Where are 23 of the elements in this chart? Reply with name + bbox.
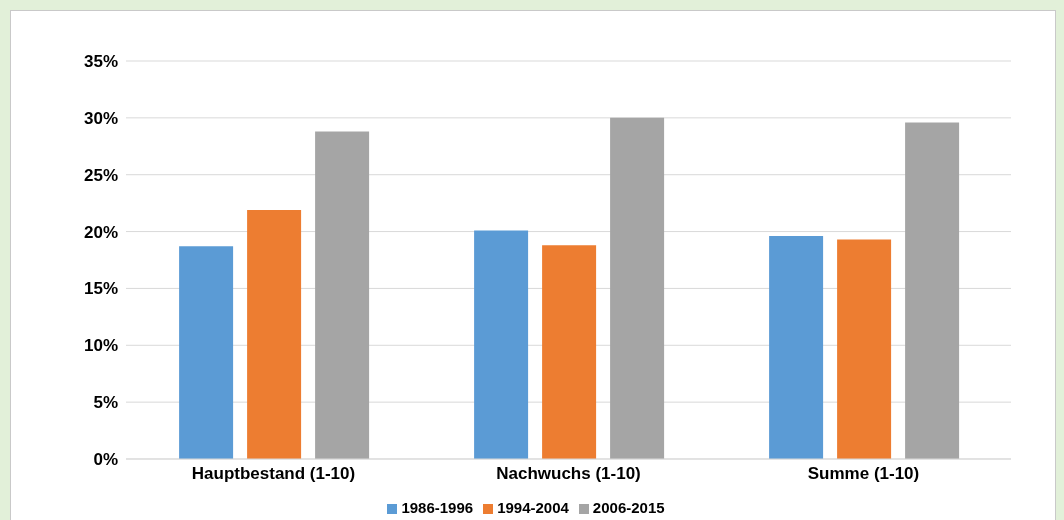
y-tick-label: 30% — [83, 108, 118, 128]
bar — [315, 131, 370, 459]
legend-label: 1986-1996 — [401, 499, 474, 516]
bar — [474, 230, 529, 459]
x-tick-label: Nachwuchs (1-10) — [496, 464, 641, 484]
legend-label: 1994-2004 — [497, 499, 569, 516]
bar — [769, 236, 824, 459]
bar — [179, 246, 234, 459]
y-tick-label: 15% — [83, 279, 118, 299]
bar — [905, 122, 960, 459]
y-tick-label: 20% — [83, 222, 118, 242]
x-tick-label: Hauptbestand (1-10) — [191, 464, 356, 484]
bar — [542, 245, 597, 459]
y-tick-label: 25% — [83, 165, 118, 185]
y-tick-label: 0% — [93, 450, 118, 470]
legend-label: 2006-2015 — [592, 499, 665, 516]
bar — [610, 117, 665, 459]
bar — [837, 239, 892, 459]
x-tick-label: Summe (1-10) — [807, 464, 920, 484]
bar — [247, 209, 302, 459]
y-tick-label: 5% — [93, 393, 118, 413]
y-tick-label: 10% — [83, 336, 118, 356]
y-tick-label: 35% — [83, 52, 118, 72]
